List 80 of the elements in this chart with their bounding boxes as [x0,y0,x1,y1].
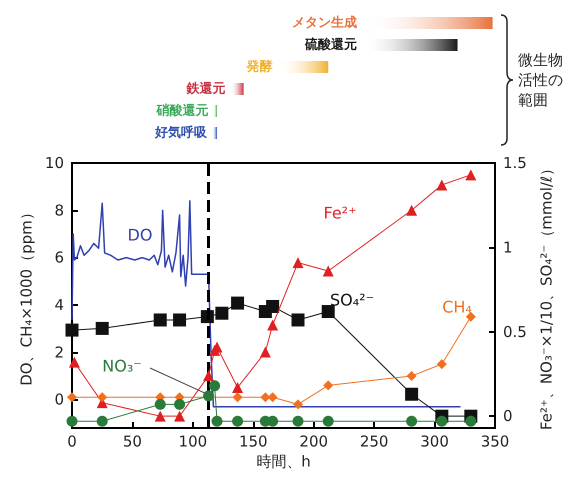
y2-tick-label: 0 [503,407,513,426]
series-label: CH₄ [442,298,472,316]
point [260,392,270,402]
point [323,380,334,390]
point [66,416,78,427]
category-label: 硝酸還元 [156,104,208,118]
point [406,204,418,216]
series-label: NO₃⁻ [102,356,142,376]
point [232,392,243,402]
point [96,322,109,335]
x-tick-label: 200 [299,432,328,450]
y2-tick-label: 1 [503,238,513,256]
y-axis-title: DO、CH₄×1000（ppm） [18,205,36,386]
y2-axis-title: Fe²⁺、NO₃⁻×1/10、SO₄²⁻（mmol/ℓ） [538,160,556,430]
y2-tick-label: 1.5 [503,154,527,172]
point [292,416,304,427]
point [154,313,167,326]
x-tick-label: 250 [360,432,388,450]
y-tick-label: 0 [54,390,64,409]
point [66,324,78,337]
point [322,266,334,277]
point [174,410,186,422]
point [231,296,244,310]
point [292,257,304,268]
category-label: メタン生成 [292,16,358,30]
point [68,356,80,368]
x-axis-title: 時間、h [256,452,311,470]
point [322,305,335,318]
point [268,392,278,402]
x-tick-label: 350 [480,432,510,450]
point [292,313,305,326]
point [266,300,280,313]
point [97,392,108,402]
category-label: 発酵 [246,60,272,74]
point [267,320,278,331]
series-label: Fe²⁺ [323,204,357,222]
x-tick-label: 150 [238,432,268,450]
x-tick-label: 300 [420,432,449,450]
point [260,346,271,358]
category-label: 硫酸還元 [305,38,358,52]
series-label: SO₄²⁻ [330,290,374,310]
x-tick-label: 50 [122,432,142,450]
y2-tick-label: 0.5 [503,322,527,341]
point [174,398,186,410]
point [406,416,418,427]
point [209,380,220,392]
point [96,416,108,427]
point [232,382,244,393]
category-label: 好気呼吸 [155,126,208,140]
point [436,359,447,370]
bar [213,105,218,117]
y-tick-label: 10 [44,154,64,172]
point [67,392,77,402]
point [173,313,186,326]
category-label: 鉄還元 [186,82,226,96]
point [293,399,304,410]
point [436,179,448,190]
y-tick-label: 4 [54,296,64,314]
point [322,416,334,427]
point [154,410,166,422]
text: 微生物活性の範囲 [518,51,563,109]
x-tick-label: 100 [178,432,208,450]
x-tick-label: 0 [67,432,77,450]
point [212,416,223,427]
point [203,390,214,402]
bar [212,127,218,139]
y-tick-label: 2 [54,343,64,362]
y-tick-label: 8 [54,201,64,220]
y-tick-label: 6 [54,248,64,267]
point [232,416,244,427]
point [406,370,417,381]
point [466,312,476,322]
series-label: DO [128,226,152,244]
point [465,416,476,427]
point [203,370,214,382]
point [405,388,418,401]
point [215,306,228,320]
point [154,398,166,410]
point [436,416,448,427]
point [465,169,476,180]
